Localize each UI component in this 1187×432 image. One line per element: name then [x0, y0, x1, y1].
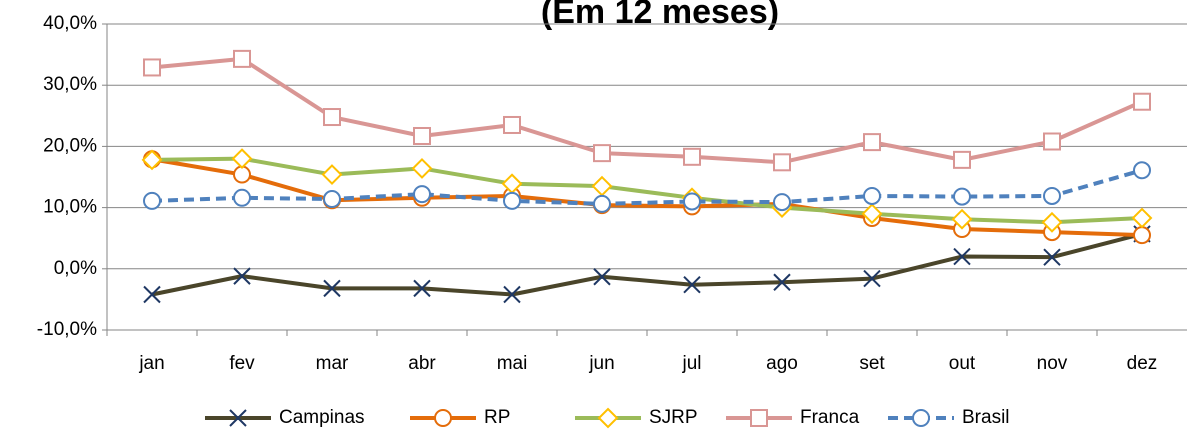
legend-label: Franca — [800, 407, 860, 428]
marker-x — [593, 268, 611, 286]
x-tick-label: abr — [408, 353, 436, 374]
marker — [1133, 161, 1151, 180]
marker — [951, 208, 973, 230]
marker — [321, 164, 343, 185]
marker — [591, 175, 613, 197]
series-line — [151, 231, 1143, 297]
series-line — [151, 157, 1143, 238]
marker — [231, 148, 253, 170]
marker — [863, 133, 881, 152]
x-tick-label: jan — [138, 353, 164, 374]
marker — [323, 190, 341, 209]
y-tick-label: 40,0% — [43, 13, 97, 34]
marker — [593, 268, 611, 286]
marker — [323, 279, 341, 298]
marker — [773, 153, 791, 172]
marker — [1041, 211, 1063, 233]
series-line — [151, 56, 1143, 165]
y-tick-label: 30,0% — [43, 74, 97, 95]
marker — [143, 191, 161, 210]
marker-x — [413, 279, 431, 298]
marker — [413, 126, 431, 145]
marker — [233, 49, 251, 68]
x-tick-label: out — [949, 353, 976, 374]
marker — [434, 409, 452, 427]
x-tick-label: nov — [1037, 353, 1068, 374]
legend-label: RP — [484, 407, 510, 428]
x-tick-label: mai — [497, 353, 528, 374]
marker — [503, 285, 521, 304]
marker — [683, 147, 701, 166]
marker-x — [953, 247, 971, 266]
marker-x — [863, 269, 881, 288]
marker-x — [683, 276, 701, 294]
y-tick-label: 20,0% — [43, 135, 97, 156]
marker — [233, 267, 251, 285]
marker — [593, 144, 611, 163]
marker — [683, 276, 701, 294]
x-tick-label: jul — [681, 353, 701, 374]
marker — [861, 203, 883, 225]
marker — [593, 194, 611, 213]
marker — [1043, 132, 1061, 151]
marker-x — [323, 279, 341, 298]
marker-x — [503, 285, 521, 304]
y-tick-label: 0,0% — [54, 258, 97, 279]
marker-x — [229, 409, 247, 427]
marker — [229, 409, 247, 427]
marker — [1131, 207, 1153, 229]
marker — [233, 188, 251, 207]
marker-x — [773, 273, 791, 291]
marker — [773, 193, 791, 212]
marker — [863, 186, 881, 205]
marker-x — [1043, 248, 1061, 266]
y-tick-label: 10,0% — [43, 197, 97, 218]
series-line — [151, 168, 1143, 206]
marker — [863, 269, 881, 288]
marker — [683, 192, 701, 211]
marker-x — [143, 285, 161, 304]
y-tick-label: -10,0% — [37, 319, 97, 340]
x-tick-label: set — [859, 353, 885, 374]
marker — [1133, 92, 1151, 111]
marker — [1043, 186, 1061, 205]
chart-title: (Em 12 meses) — [541, 0, 779, 31]
marker — [953, 247, 971, 266]
marker — [750, 409, 768, 427]
marker — [953, 187, 971, 206]
marker — [323, 108, 341, 127]
legend-label: Brasil — [962, 407, 1010, 428]
x-tick-label: fev — [229, 353, 255, 374]
marker — [597, 407, 619, 429]
marker — [773, 273, 791, 291]
marker — [411, 158, 433, 179]
x-tick-label: ago — [766, 353, 798, 374]
marker — [503, 115, 521, 134]
series-line — [151, 156, 1143, 225]
marker — [1133, 226, 1151, 245]
marker — [143, 285, 161, 304]
marker — [1043, 248, 1061, 266]
legend-label: Campinas — [279, 407, 365, 428]
marker — [953, 150, 971, 169]
marker — [143, 58, 161, 77]
x-tick-label: jun — [588, 353, 614, 374]
marker — [413, 279, 431, 298]
marker — [503, 191, 521, 210]
legend-label: SJRP — [649, 407, 698, 428]
marker-x — [233, 267, 251, 285]
x-tick-label: mar — [316, 353, 349, 374]
marker — [413, 185, 431, 204]
marker — [141, 149, 163, 171]
x-tick-label: dez — [1127, 353, 1158, 374]
marker — [912, 409, 930, 427]
